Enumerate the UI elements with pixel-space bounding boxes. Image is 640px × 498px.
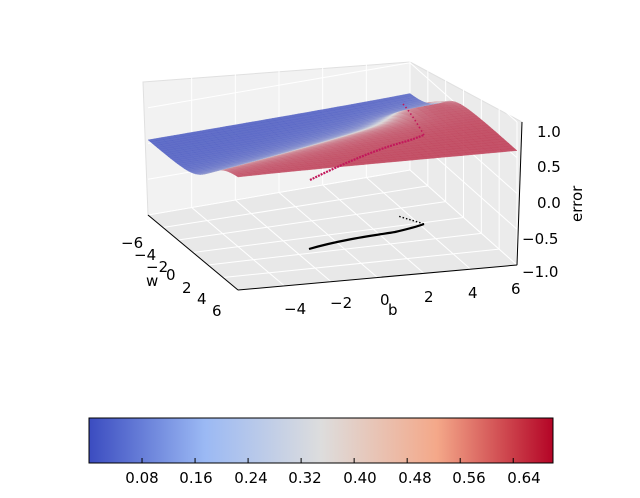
axis-lines — [147, 121, 523, 291]
colorbar: 0.08 0.16 0.24 0.32 0.40 0.48 0.56 0.64 — [88, 417, 554, 487]
surface-trajectory — [309, 133, 425, 181]
colorbar-tick-label: 0.32 — [288, 469, 321, 487]
colorbar-tick-label: 0.64 — [507, 469, 540, 487]
z-tick-label: −0.5 — [522, 230, 558, 248]
trajectory-group — [308, 103, 425, 251]
y-axis-label: w — [146, 272, 158, 290]
grid-line — [222, 248, 500, 278]
x-tick-label: −4 — [284, 300, 306, 318]
z-tick-label: −1.0 — [522, 263, 558, 281]
grid-line — [192, 217, 464, 253]
x-tick-label: 4 — [468, 284, 478, 302]
colorbar-tick-label: 0.40 — [343, 469, 376, 487]
x-axis-label: b — [388, 301, 398, 319]
grid-line — [409, 169, 518, 266]
colorbar-ticks — [141, 458, 514, 463]
y-tick-label: −4 — [134, 246, 156, 264]
y-tick-label: −2 — [146, 258, 168, 276]
colorbar-tick-label: 0.56 — [452, 469, 485, 487]
y-axis-line — [147, 214, 239, 291]
error-surface — [147, 93, 518, 178]
x-axis-line — [237, 264, 518, 291]
colorbar-tick-label: 0.48 — [398, 469, 431, 487]
z-tick-label: 0.0 — [537, 194, 561, 212]
z-tick-labels: 1.0 0.5 0.0 −0.5 −1.0 — [522, 123, 561, 281]
x-tick-label: 6 — [511, 280, 521, 298]
z-axis-line — [516, 121, 523, 266]
colorbar-tick-label: 0.08 — [125, 469, 158, 487]
y-tick-label: 6 — [212, 302, 222, 320]
colorbar-tick-label: 0.24 — [234, 469, 267, 487]
grid-line — [147, 26, 411, 73]
z-tick-label: 0.5 — [537, 158, 561, 176]
surface-patch — [402, 93, 414, 98]
grid-line — [162, 185, 428, 228]
grid-line — [147, 62, 411, 109]
grid-line — [409, 26, 518, 123]
grid-line — [177, 201, 446, 241]
x-tick-labels: −4 −2 0 2 4 6 — [284, 280, 521, 318]
floor-trajectory-tip — [397, 215, 425, 225]
y-tick-labels: −6 −4 −2 0 2 4 6 — [121, 234, 222, 320]
x-tick-label: 0 — [380, 291, 390, 309]
grid-line — [147, 169, 411, 216]
z-axis-label: error — [568, 185, 586, 222]
colorbar-gradient — [88, 417, 554, 464]
z-tick-label: 1.0 — [537, 123, 561, 141]
y-tick-label: 4 — [197, 290, 207, 308]
x-tick-label: 2 — [424, 288, 434, 306]
y-tick-label: 0 — [166, 266, 176, 284]
floor-trajectory — [308, 222, 425, 251]
colorbar-tick-label: 0.16 — [179, 469, 212, 487]
x-tick-label: −2 — [330, 294, 352, 312]
y-tick-label: 2 — [182, 279, 192, 297]
y-tick-label: −6 — [121, 234, 143, 252]
grid-line — [207, 232, 482, 266]
